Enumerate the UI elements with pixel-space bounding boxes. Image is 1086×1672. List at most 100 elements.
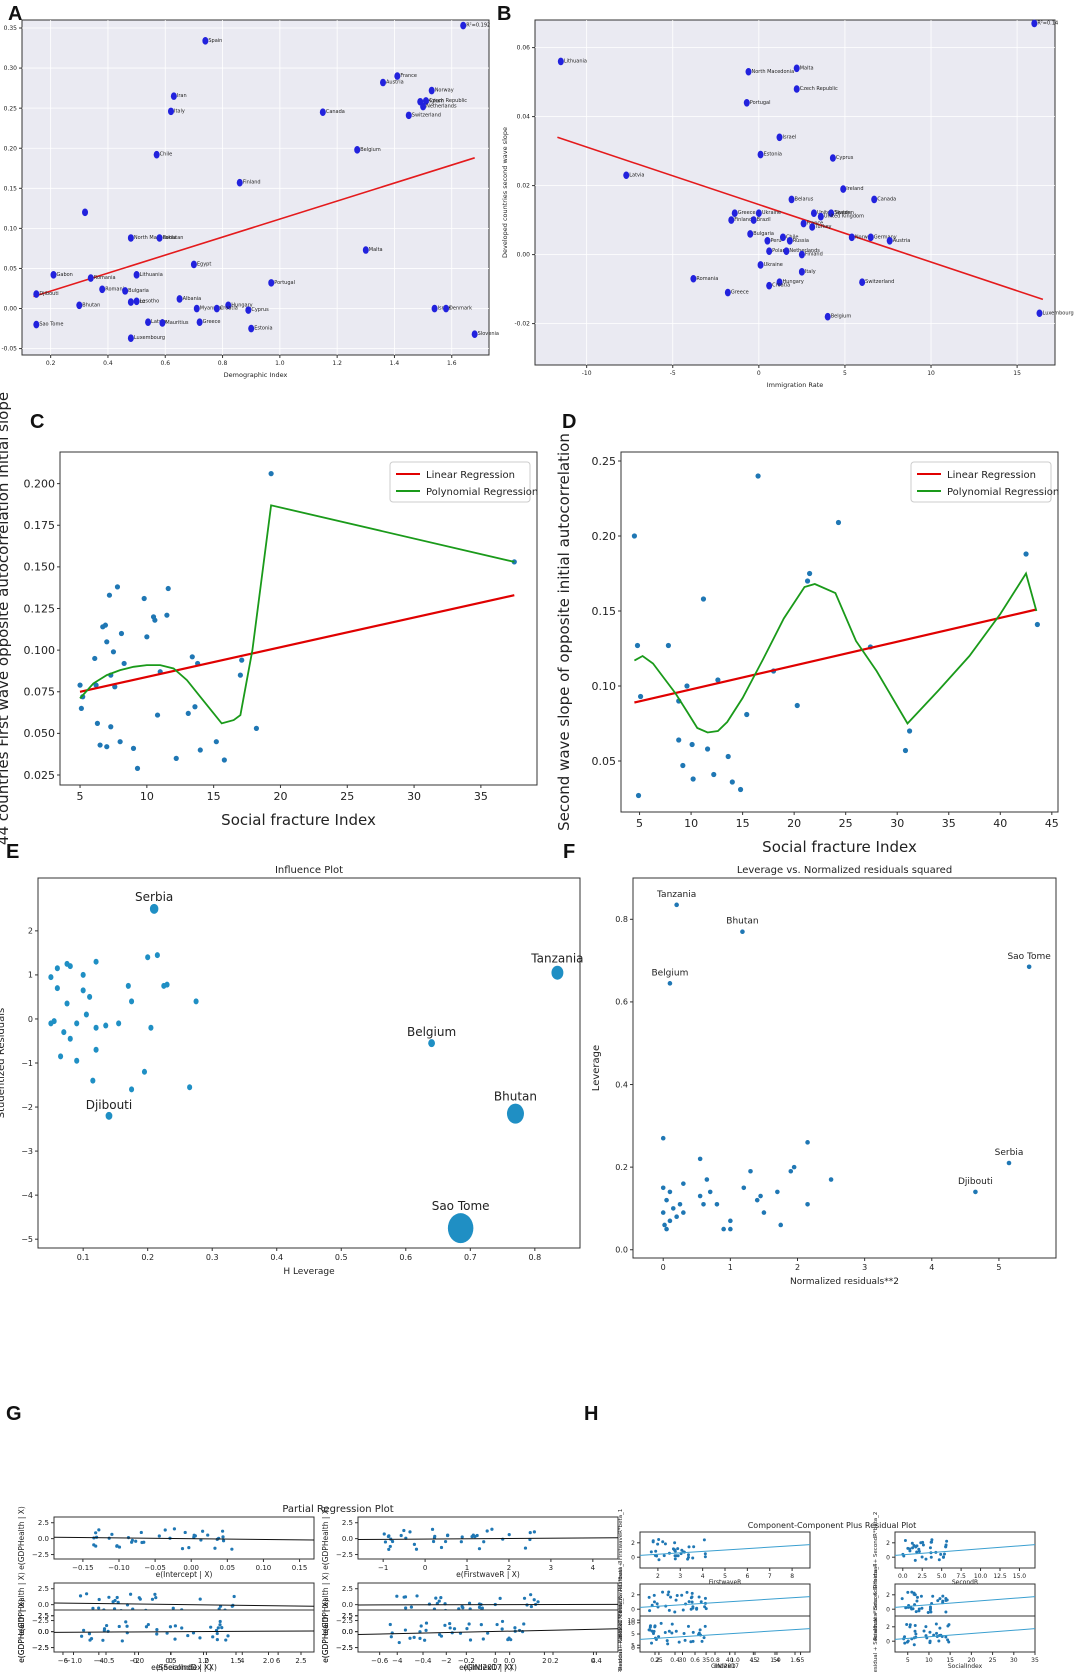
panel-h-subplot-ytick-label: 5 [631, 1642, 635, 1649]
panel-h-subplot-xtick-label: 2.5 [917, 1573, 927, 1580]
panel-h-subplot-data-point [941, 1594, 945, 1598]
panel-b-ytick-label: 0.04 [517, 114, 531, 121]
panel-h-subplot-x-axis-label: FirstwaveR [709, 1579, 742, 1586]
panel-h-subplot-data-point [690, 1591, 694, 1595]
panel-g-subplot-data-point [387, 1547, 391, 1551]
panel-f-data-point [674, 1214, 679, 1219]
panel-g-subplot-data-point [186, 1633, 190, 1638]
panel-d-legend-linear-label: Linear Regression [947, 470, 1036, 481]
panel-g-subplot-ytick-label: −2.5 [336, 1551, 353, 1559]
panel-c-xtick-label: 15 [207, 790, 221, 803]
panel-b-data-point [724, 288, 731, 297]
panel-g-subplot-data-point [470, 1534, 474, 1539]
panel-g-subplot-data-point [452, 1627, 457, 1631]
panel-g-subplot-data-point [206, 1533, 210, 1537]
panel-h-subplot-data-point [689, 1640, 693, 1644]
panel-h-subplot-data-point [915, 1599, 919, 1603]
panel-d-data-point [690, 776, 696, 782]
panel-g-subplot-x-axis-label: e(SocialIndex | X) [151, 1663, 217, 1672]
panel-c-xtick-label: 35 [474, 790, 488, 803]
panel-f-point-label: Tanzania [656, 890, 696, 900]
panel-g-subplot-data-point [85, 1592, 89, 1596]
panel-b-point-label: Czech Republic [800, 86, 838, 92]
panel-a-data-point [127, 334, 134, 342]
panel-c-data-point [221, 757, 227, 763]
panel-a-point-label: Gabon [57, 272, 73, 278]
panel-h-subplot-data-point [938, 1597, 942, 1601]
panel-d-data-point [684, 683, 690, 689]
panel-d-xtick-label: 20 [787, 817, 801, 830]
panel-c-data-point [121, 660, 127, 667]
panel-g-subplot-xtick-label: −0.05 [144, 1564, 165, 1572]
panel-c-data-point [97, 742, 103, 748]
panel-c-legend-linear-label: Linear Regression [426, 470, 515, 481]
panel-e-xtick-label: 0.3 [206, 1253, 219, 1262]
panel-h-subplot-ytick-label: 5 [631, 1631, 635, 1638]
panel-e-ytick-label: −3 [21, 1147, 33, 1156]
panel-b-data-point [798, 268, 805, 276]
panel-h-subplot-xtick-label: 0.4 [670, 1657, 680, 1664]
panel-h-subplot-data-point [674, 1598, 678, 1602]
panel-e-data-point [93, 1024, 99, 1031]
panel-a-ytick-label: 0.15 [4, 185, 18, 192]
panel-h-subplot-data-point [910, 1607, 914, 1611]
panel-g-subplot-data-point [439, 1545, 444, 1550]
panel-b-ytick-label: 0.06 [517, 45, 531, 52]
panel-b-point-label: Ireland [846, 186, 863, 192]
panel-a-point-label: North Macedonia [134, 235, 177, 241]
panel-d-xtick-label: 35 [942, 817, 956, 830]
panel-h-subplot-x-axis-label: GINI2017 [711, 1663, 739, 1670]
panel-c-data-point [134, 765, 141, 771]
panel-g-subplot-fit-line [53, 1602, 315, 1607]
panel-f-data-point [828, 1177, 834, 1182]
panel-c-data-point [117, 739, 123, 745]
panel-g-subplot-y-axis-label: e(GDPHealth | X) [17, 1599, 26, 1663]
panel-c-data-point [164, 612, 170, 618]
panel-e-xtick-label: 0.7 [464, 1253, 477, 1262]
panel-g-subplot-data-point [479, 1623, 483, 1627]
panel-g-subplot-data-point [404, 1606, 408, 1610]
panel-a-point-label: Pakistan [163, 235, 184, 241]
panel-f-ytick-label: 0.2 [615, 1163, 628, 1172]
panel-g-subplot-data-point [201, 1529, 205, 1533]
panel-b-x-axis-label: Immigration Rate [767, 381, 824, 389]
panel-d-data-point [704, 746, 711, 752]
panel-a-point-label: Greece [203, 319, 221, 325]
panel-h-subplot-data-point [914, 1610, 918, 1614]
panel-g-subplot-data-point [105, 1623, 109, 1628]
panel-h-subplot-data-point [667, 1608, 671, 1612]
panel-b-ytick-label: 0.02 [517, 183, 531, 190]
panel-h-subplot-data-point [913, 1624, 917, 1628]
panel-h-subplot-data-point [673, 1610, 677, 1614]
panel-e-data-point [129, 1086, 135, 1093]
panel-h-subplot-data-point [922, 1629, 926, 1633]
panel-g-subplot-ytick-label: 2.5 [38, 1585, 49, 1593]
panel-g-subplot-ytick-label: 2.5 [38, 1612, 49, 1620]
panel-a-data-point [87, 274, 94, 282]
panel-h-subplot-fit-line [894, 1628, 1036, 1640]
panel-g-subplot-data-point [153, 1592, 157, 1596]
panel-g-subplot-data-point [482, 1540, 486, 1544]
panel-d-ytick-label: 0.20 [592, 530, 617, 543]
panel-h-subplot-y-axis-label: Residual + SocialIndex*beta_6 [873, 1591, 879, 1672]
panel-b-y-axis-label: Developed countries second wave slope [501, 127, 509, 258]
panel-e-data-point [551, 965, 564, 980]
panel-h-subplot-data-point [670, 1631, 674, 1635]
panel-g-subplot-data-point [198, 1636, 202, 1640]
panel-h-subplot-area [639, 1615, 811, 1653]
panel-b-point-label: Finland [805, 252, 823, 258]
panel-b-point-label: Ukraine [762, 210, 781, 216]
panel-a-data-point [99, 285, 106, 294]
panel-c-data-point [144, 634, 150, 640]
panel-h-subplot-data-point [945, 1598, 949, 1602]
panel-g-subplot-xtick-label: −2 [130, 1657, 140, 1665]
panel-a-point-label: Romania [94, 275, 116, 281]
panel-g-subplot-data-point [97, 1597, 101, 1602]
panel-b-xtick-label: 10 [927, 370, 935, 377]
panel-h-subplot-data-point [703, 1624, 707, 1628]
panel-d-data-point [755, 473, 761, 479]
panel-e-data-point [125, 982, 131, 989]
panel-f-data-point [758, 1193, 763, 1199]
panel-g-subplot-data-point [216, 1626, 220, 1630]
panel-h-subplot-xtick-label: 1.2 [750, 1657, 760, 1664]
